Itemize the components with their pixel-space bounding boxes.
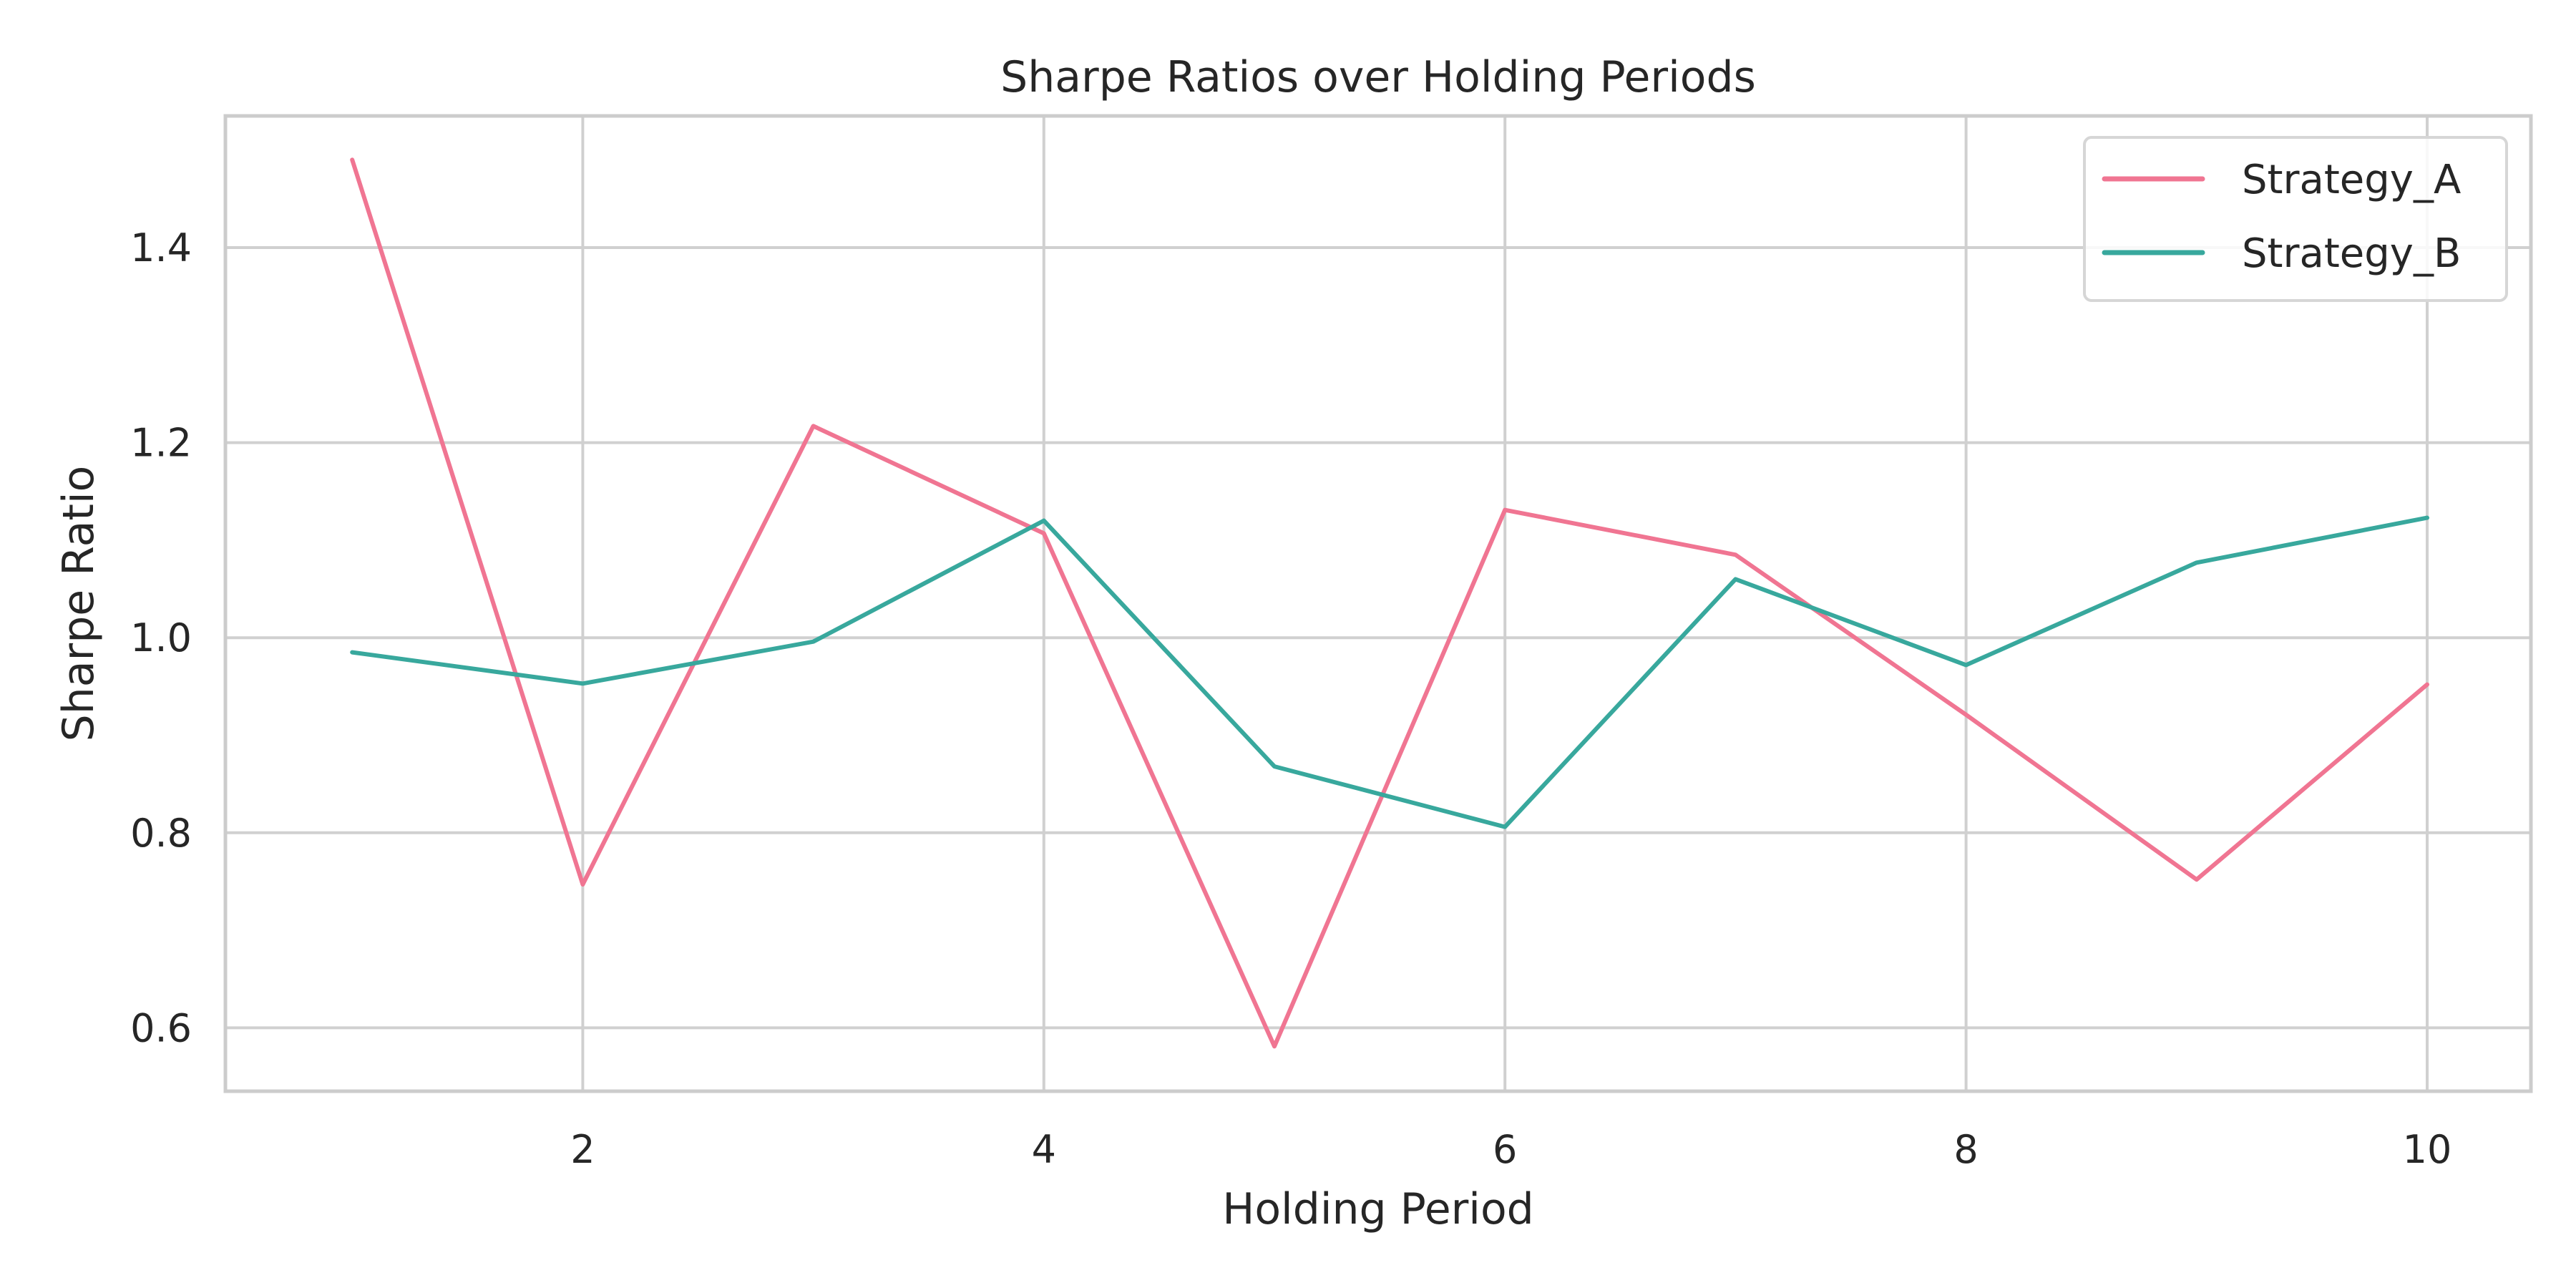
x-tick-label: 10	[2403, 1127, 2452, 1172]
series-line-strategy-a	[350, 157, 2429, 1049]
x-tick-label: 4	[1032, 1127, 1056, 1172]
y-tick-label: 0.8	[130, 811, 192, 856]
y-axis-label: Sharpe Ratio	[54, 466, 104, 742]
axes-frame	[223, 114, 2533, 1093]
y-tick-labels: 0.6 0.8 1.0 1.2 1.4	[130, 225, 192, 1050]
x-tick-label: 2	[570, 1127, 595, 1172]
y-gridlines	[225, 246, 2531, 1030]
x-axis-label: Holding Period	[1222, 1184, 1534, 1234]
legend-label: Strategy_B	[2242, 230, 2461, 277]
y-tick-label: 1.0	[130, 615, 192, 660]
y-tick-label: 1.2	[130, 421, 192, 466]
x-tick-labels: 2 4 6 8 10	[570, 1127, 2451, 1172]
series-lines	[350, 157, 2429, 1049]
y-tick-label: 0.6	[130, 1005, 192, 1050]
x-tick-label: 6	[1493, 1127, 1517, 1172]
series-line-strategy-b	[350, 515, 2429, 829]
legend-label: Strategy_A	[2242, 157, 2461, 203]
chart-title: Sharpe Ratios over Holding Periods	[1000, 52, 1756, 102]
x-tick-label: 8	[1953, 1127, 1978, 1172]
legend: Strategy_A Strategy_B	[2083, 136, 2508, 302]
y-tick-label: 1.4	[130, 225, 192, 270]
